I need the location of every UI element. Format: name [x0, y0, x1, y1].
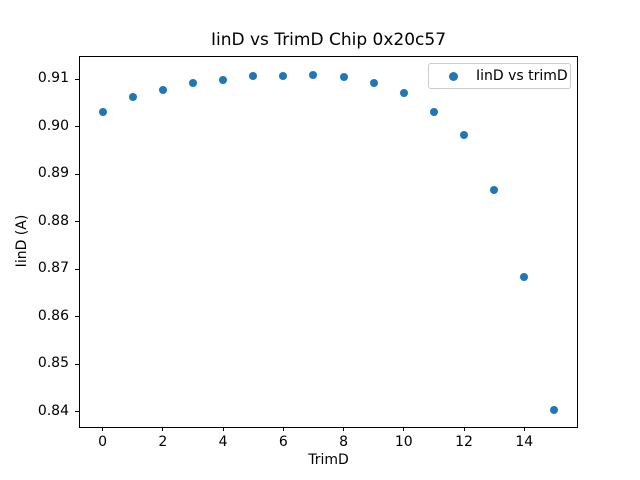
y-tick-mark	[75, 221, 79, 223]
data-point	[520, 272, 529, 281]
plot-area	[79, 56, 578, 428]
data-point	[490, 185, 499, 194]
x-tick-mark	[523, 427, 525, 431]
y-tick-mark	[75, 363, 79, 365]
data-point	[369, 79, 378, 88]
x-tick-label: 2	[158, 434, 168, 450]
y-tick-mark	[75, 126, 79, 128]
legend: IinD vs trimD	[428, 63, 571, 89]
y-tick-mark	[75, 411, 79, 413]
x-tick-mark	[403, 427, 405, 431]
data-point	[339, 72, 348, 81]
y-tick-mark	[75, 173, 79, 175]
data-point	[158, 86, 167, 95]
legend-label: IinD vs trimD	[476, 68, 568, 84]
x-tick-label: 14	[515, 434, 534, 450]
y-tick-label: 0.84	[37, 402, 69, 419]
y-tick-label: 0.91	[37, 70, 69, 87]
x-tick-mark	[222, 427, 224, 431]
data-point	[249, 71, 258, 80]
data-point	[429, 108, 438, 117]
data-point	[219, 76, 228, 85]
data-point	[188, 79, 197, 88]
x-tick-label: 6	[278, 434, 288, 450]
y-tick-label: 0.89	[37, 165, 69, 182]
x-tick-label: 0	[98, 434, 108, 450]
x-tick-mark	[282, 427, 284, 431]
x-tick-mark	[102, 427, 104, 431]
data-point	[309, 71, 318, 80]
x-tick-mark	[162, 427, 164, 431]
chart-title: IinD vs TrimD Chip 0x20c57	[210, 30, 447, 50]
y-tick-label: 0.86	[37, 307, 69, 324]
x-tick-label: 4	[218, 434, 228, 450]
x-tick-mark	[463, 427, 465, 431]
y-tick-label: 0.88	[37, 212, 69, 229]
data-point	[128, 92, 137, 101]
y-tick-mark	[75, 316, 79, 318]
data-point	[279, 71, 288, 80]
x-tick-mark	[343, 427, 345, 431]
y-tick-label: 0.85	[37, 355, 69, 372]
y-tick-label: 0.90	[37, 117, 69, 134]
y-tick-label: 0.87	[37, 260, 69, 277]
x-tick-label: 10	[394, 434, 413, 450]
legend-marker-icon	[449, 71, 458, 81]
data-point	[399, 89, 408, 98]
data-point	[98, 108, 107, 117]
x-axis-label: TrimD	[308, 452, 349, 468]
x-tick-label: 12	[455, 434, 473, 450]
data-point	[550, 405, 559, 414]
x-tick-label: 8	[339, 434, 348, 450]
y-tick-mark	[75, 268, 79, 270]
data-point	[460, 130, 469, 139]
y-tick-mark	[75, 78, 79, 80]
